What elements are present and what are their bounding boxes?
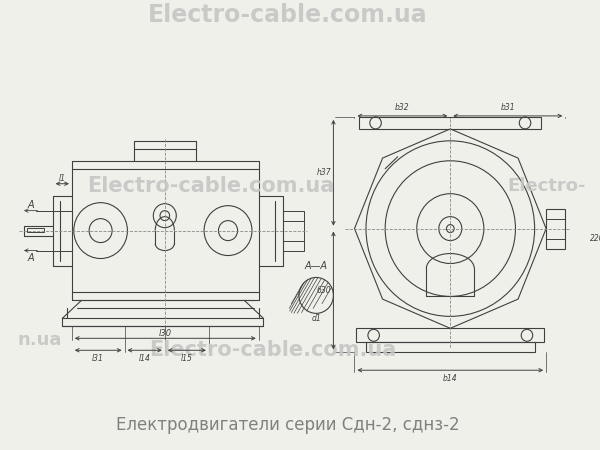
Bar bbox=[356, 328, 544, 342]
Bar bbox=[546, 209, 565, 248]
Text: 220: 220 bbox=[590, 234, 600, 243]
Bar bbox=[359, 117, 541, 129]
Text: b31: b31 bbox=[500, 104, 515, 112]
Text: Electro-cable.com.ua: Electro-cable.com.ua bbox=[148, 3, 427, 27]
Text: l31: l31 bbox=[92, 354, 104, 363]
Text: b32: b32 bbox=[395, 104, 410, 112]
Text: b14: b14 bbox=[443, 374, 458, 382]
Text: 630: 630 bbox=[317, 286, 331, 295]
Text: A—A: A—A bbox=[305, 261, 328, 270]
Bar bbox=[27, 228, 44, 232]
Bar bbox=[366, 342, 535, 352]
Text: A: A bbox=[28, 200, 34, 210]
Text: Electro-: Electro- bbox=[508, 177, 586, 195]
Text: Electro-cable.com.ua: Electro-cable.com.ua bbox=[149, 340, 397, 360]
Text: d1: d1 bbox=[311, 314, 321, 323]
Text: Електродвигатели серии Сдн-2, сднз-2: Електродвигатели серии Сдн-2, сднз-2 bbox=[116, 416, 459, 434]
Text: A: A bbox=[28, 252, 34, 262]
Text: Electro-cable.com.ua: Electro-cable.com.ua bbox=[87, 176, 334, 196]
Text: l14: l14 bbox=[139, 354, 151, 363]
Bar bbox=[283, 211, 304, 251]
Text: n.ua: n.ua bbox=[17, 331, 62, 349]
Text: l1: l1 bbox=[59, 174, 66, 183]
Text: l30: l30 bbox=[158, 329, 172, 338]
Text: l15: l15 bbox=[181, 354, 193, 363]
Text: h37: h37 bbox=[317, 168, 331, 177]
